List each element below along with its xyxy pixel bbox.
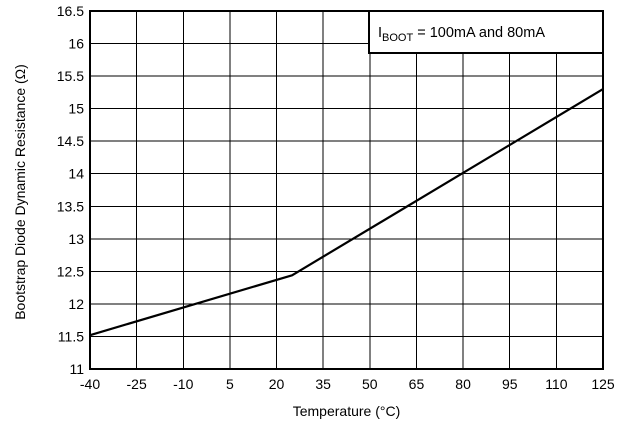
x-tick-label: -40 bbox=[80, 376, 100, 392]
y-tick-labels: 11 11.5 12 12.5 13 13.5 14 14.5 15 15.5 16 16.5 bbox=[57, 3, 84, 377]
x-tick-label: 50 bbox=[362, 376, 378, 392]
x-tick-label: 65 bbox=[409, 376, 425, 392]
plot-frame bbox=[88, 9, 605, 371]
y-tick-label: 15 bbox=[68, 101, 84, 117]
grid bbox=[89, 10, 604, 370]
x-tick-label: 5 bbox=[226, 376, 234, 392]
x-tick-label: 80 bbox=[455, 376, 471, 392]
x-axis-title: Temperature (°C) bbox=[293, 403, 401, 419]
y-tick-label: 12.5 bbox=[57, 263, 84, 279]
legend-suffix: = 100mA and 80mA bbox=[413, 25, 545, 41]
x-tick-label: -10 bbox=[173, 376, 193, 392]
series-line bbox=[89, 88, 604, 337]
y-tick-label: 13.5 bbox=[57, 198, 84, 214]
y-tick-label: 11 bbox=[69, 361, 84, 377]
y-tick-label: 16 bbox=[68, 36, 84, 52]
x-tick-label: 20 bbox=[269, 376, 285, 392]
x-tick-label: 35 bbox=[315, 376, 331, 392]
legend-prefix: I bbox=[378, 25, 382, 41]
x-tick-label: 95 bbox=[502, 376, 518, 392]
y-tick-label: 14 bbox=[68, 166, 84, 182]
x-tick-label: 125 bbox=[591, 376, 615, 392]
y-axis-title: Bootstrap Diode Dynamic Resistance (Ω) bbox=[12, 64, 28, 320]
legend-subscript: BOOT bbox=[382, 32, 413, 44]
y-tick-label: 12 bbox=[68, 296, 84, 312]
y-tick-label: 11.5 bbox=[58, 328, 84, 344]
y-tick-label: 16.5 bbox=[57, 3, 84, 19]
x-tick-label: -25 bbox=[127, 376, 147, 392]
y-tick-label: 14.5 bbox=[57, 133, 84, 149]
y-tick-label: 13 bbox=[68, 231, 84, 247]
x-tick-label: 110 bbox=[545, 376, 568, 392]
series-group bbox=[89, 88, 604, 337]
legend-text: IBOOT = 100mA and 80mA bbox=[378, 25, 545, 44]
x-tick-labels: -40 -25 -10 5 20 35 50 65 80 95 110 125 bbox=[80, 376, 615, 392]
legend-box bbox=[368, 10, 604, 54]
y-tick-label: 15.5 bbox=[57, 68, 84, 84]
legend: IBOOT = 100mA and 80mA bbox=[368, 10, 604, 54]
